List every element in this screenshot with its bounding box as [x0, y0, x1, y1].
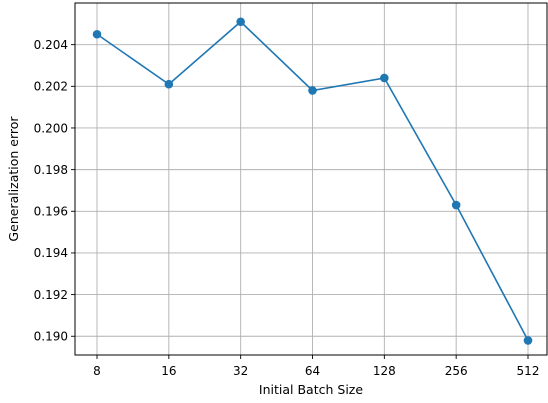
x-tick-label: 256 [445, 364, 468, 378]
data-point [451, 200, 461, 210]
data-point [523, 336, 533, 345]
data-point [236, 17, 245, 27]
y-tick-label: 0.190 [34, 330, 68, 344]
y-tick-label: 0.202 [34, 80, 68, 94]
x-tick-label: 64 [305, 364, 320, 378]
y-tick-label: 0.198 [34, 163, 68, 177]
axis-layer: 8 16 32 64 128 256 512 0.190 0.192 0.194 0.196 0.19… [34, 38, 540, 378]
data-point [380, 73, 389, 83]
x-tick-label: 128 [373, 364, 396, 378]
x-tick-label: 8 [93, 364, 101, 378]
y-tick-label: 0.196 [34, 205, 68, 219]
data-point [164, 79, 174, 89]
y-tick-label: 0.192 [34, 288, 68, 302]
y-tick-label: 0.194 [34, 246, 68, 260]
x-tick-label: 32 [233, 364, 248, 378]
x-axis-label: Initial Batch Size [259, 382, 363, 397]
plot-frame [74, 2, 548, 356]
data-point [308, 86, 317, 95]
x-tick-label: 16 [161, 364, 176, 378]
y-axis-label: Generalization error [6, 116, 21, 242]
y-tick-label: 0.200 [34, 121, 68, 135]
grid-layer [75, 3, 547, 355]
data-point [92, 29, 102, 39]
y-tick-label: 0.204 [34, 38, 68, 52]
series-layer [92, 17, 533, 345]
x-tick-label: 512 [517, 364, 540, 378]
